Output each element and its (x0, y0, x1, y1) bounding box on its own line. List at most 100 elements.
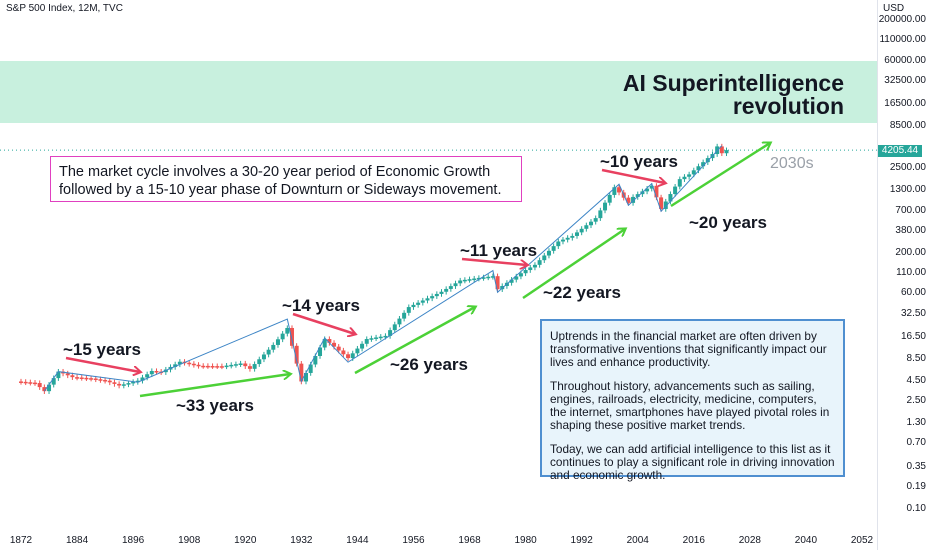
candle (233, 364, 238, 366)
candle (360, 343, 365, 349)
candle (266, 349, 271, 355)
candle (79, 377, 84, 379)
candle (659, 197, 664, 209)
candle (687, 174, 692, 177)
innovation-note-p3: Today, we can add artificial intelligenc… (550, 442, 835, 482)
candle (532, 264, 537, 268)
candle (23, 381, 28, 384)
down-arrow-4 (601, 168, 665, 183)
candle (392, 324, 397, 331)
candle (598, 210, 603, 219)
candle (257, 359, 262, 365)
candle (416, 302, 421, 305)
candle (523, 270, 528, 274)
label-down2: ~14 years (282, 296, 360, 315)
candle (149, 371, 154, 375)
candle (490, 276, 495, 278)
innovation-note-p2: Throughout history, advancements such as… (550, 379, 830, 432)
candle (495, 276, 500, 290)
candle (304, 372, 309, 382)
era-label: 2030s (770, 155, 814, 172)
candle (28, 382, 33, 384)
candle (89, 378, 94, 380)
candle (308, 364, 313, 373)
candle (481, 277, 486, 279)
y-tick-label: 0.10 (906, 503, 926, 514)
candle (528, 267, 533, 271)
candle (135, 380, 140, 383)
candle (514, 276, 519, 280)
x-tick-label: 1980 (514, 535, 537, 546)
candle (565, 237, 570, 240)
candle (420, 300, 425, 303)
candle (378, 336, 383, 339)
y-tick-label: 8500.00 (889, 120, 926, 132)
candle (388, 330, 393, 336)
candle (117, 383, 122, 386)
y-tick-label: 16.50 (900, 330, 926, 342)
x-tick-label: 1872 (9, 535, 33, 546)
candle (724, 150, 729, 154)
candle (346, 354, 351, 359)
cycle-trend-line (43, 145, 723, 392)
candle (215, 366, 220, 368)
innovation-note-p1: Uptrends in the financial market are oft… (550, 329, 827, 369)
candle (70, 375, 75, 378)
candle (350, 353, 355, 359)
y-tick-label: 200.00 (895, 246, 926, 258)
candle (37, 383, 42, 388)
y-tick-label: 0.19 (906, 481, 926, 493)
y-tick-label: 4.50 (906, 374, 926, 386)
down-arrow-3 (461, 257, 527, 265)
candle (603, 202, 608, 211)
chart-title: S&P 500 Index, 12M, TVC (6, 3, 123, 14)
candle (570, 235, 575, 238)
candle (285, 327, 290, 334)
candle (355, 348, 360, 354)
candle (154, 371, 159, 373)
candle (201, 365, 206, 368)
candle (654, 185, 659, 198)
x-tick-label: 1920 (234, 535, 257, 546)
x-tick-label: 1956 (402, 535, 425, 546)
candle (131, 381, 136, 384)
y-tick-label: 32500.00 (884, 75, 926, 87)
candle (275, 339, 280, 345)
candle (322, 339, 327, 348)
y-tick-label: 700.00 (895, 204, 926, 216)
candle (84, 377, 89, 380)
y-tick-label: 60000.00 (884, 54, 926, 66)
banner-title-line2: revolution (732, 93, 844, 119)
x-tick-label: 2052 (850, 535, 874, 546)
candle (551, 246, 556, 251)
candle (56, 371, 61, 379)
candle (33, 382, 38, 385)
candle (187, 362, 192, 365)
candle (51, 378, 56, 385)
x-tick-label: 1908 (178, 535, 201, 546)
price-axis[interactable] (877, 0, 932, 550)
banner-title-line1: AI Superintelligence (622, 70, 844, 96)
candle (75, 377, 80, 379)
candle (635, 194, 640, 197)
candle (439, 291, 444, 294)
candle (430, 296, 435, 299)
x-tick-label: 2040 (794, 535, 818, 546)
innovation-note: Uptrends in the financial market are oft… (540, 319, 845, 482)
x-tick-label: 1944 (346, 535, 369, 546)
y-tick-label: 200000.00 (878, 14, 926, 25)
candle (65, 373, 70, 376)
y-tick-label: 380.00 (895, 225, 926, 237)
y-tick-label: 110000.00 (879, 34, 926, 46)
candle (289, 327, 294, 346)
x-tick-label: 1992 (570, 535, 593, 546)
candle (103, 379, 108, 382)
candle (402, 312, 407, 319)
candle (261, 354, 266, 360)
candle (579, 228, 584, 233)
candle (556, 241, 561, 247)
x-tick-label: 1884 (65, 535, 89, 546)
candle (406, 307, 411, 313)
up-arrow-4 (670, 143, 770, 208)
candle (327, 339, 332, 343)
